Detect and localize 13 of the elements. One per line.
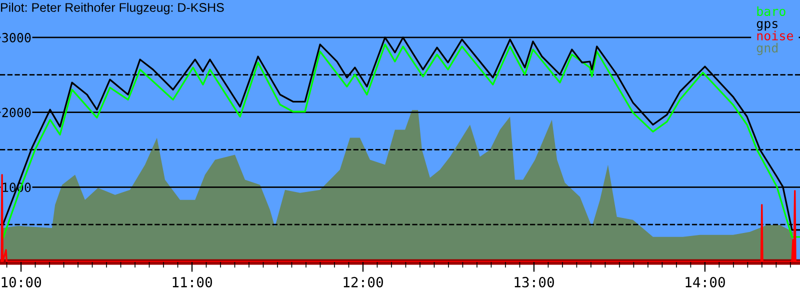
- text: gnd: [756, 42, 778, 56]
- x-tick-label: 10:00: [2, 276, 42, 288]
- line-series: [0, 174, 800, 262]
- x-tick-label: 13:00: [514, 276, 554, 288]
- y-tick-label: 2000: [2, 108, 31, 118]
- y-tick-label: 3000: [2, 32, 31, 42]
- text: noise: [757, 30, 794, 40]
- text: baro: [757, 6, 786, 16]
- text: gps: [756, 20, 778, 31]
- chart-title: Pilot: Peter Reithofer Flugzeug: D-KSHS: [1, 2, 224, 14]
- x-tick-label: 11:00: [172, 276, 212, 288]
- x-tick-label: 12:00: [344, 276, 383, 288]
- x-tick-label: 14:00: [686, 276, 725, 288]
